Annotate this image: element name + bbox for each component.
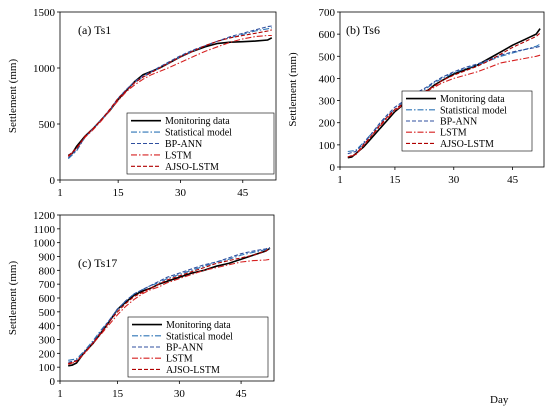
y-tick-label: 400 — [39, 321, 56, 333]
panel-ts6: 0 100 200 300 400 500 600 700 1 15 30 45 Settlement … — [287, 7, 545, 186]
panel-ts1: 0 500 1000 1500 1 15 30 45 Settlement (mm) (a) Ts… — [7, 7, 277, 199]
legend-box — [401, 90, 533, 152]
legend-label: LSTM — [440, 128, 467, 139]
y-tick-label: 1200 — [33, 210, 56, 222]
y-tick-label: 900 — [39, 252, 56, 264]
y-axis-title: Settlement (mm) — [287, 52, 299, 127]
y-tick-label: 500 — [319, 51, 336, 63]
y-tick-label: 500 — [39, 307, 56, 319]
legend-label: LSTM — [165, 150, 192, 161]
x-tick-label: 15 — [389, 174, 401, 186]
x-tick-label: 15 — [112, 388, 124, 400]
legend-label: Monitoring data — [440, 94, 505, 105]
x-tick-label: 30 — [175, 187, 187, 199]
panel-title: (a) Ts1 — [78, 23, 111, 37]
y-tick-label: 300 — [319, 96, 336, 108]
shared-x-axis-label: Day — [490, 394, 509, 406]
legend-label: BP-ANN — [440, 117, 477, 128]
legend-label: AJSO-LSTM — [165, 162, 219, 173]
legend-label: Monitoring data — [166, 320, 231, 331]
y-tick-label: 0 — [50, 175, 56, 187]
legend-label: AJSO-LSTM — [440, 139, 494, 150]
x-tick-label: 30 — [448, 174, 460, 186]
y-tick-label: 100 — [319, 140, 336, 152]
x-tick-label: 1 — [57, 388, 63, 400]
y-tick-label: 1100 — [33, 224, 55, 236]
series-line-lstm — [67, 34, 272, 157]
y-tick-label: 100 — [39, 362, 56, 374]
x-tick-label: 30 — [174, 388, 186, 400]
panel-title: (c) Ts17 — [78, 256, 117, 270]
legend-label: BP-ANN — [165, 139, 202, 150]
x-tick-label: 45 — [236, 388, 248, 400]
y-axis-title: Settlement (mm) — [7, 261, 19, 336]
legend-label: AJSO-LSTM — [166, 365, 220, 376]
legend-label: BP-ANN — [166, 343, 203, 354]
series-line-ajso-lstm — [67, 29, 272, 157]
x-tick-label: 1 — [57, 187, 63, 199]
legend-label: Statistical model — [166, 331, 233, 342]
legend-label: LSTM — [166, 354, 193, 365]
series-line-ajso-lstm — [347, 32, 541, 158]
y-axis-title: Settlement (mm) — [7, 59, 19, 134]
plot-frame — [59, 11, 277, 181]
x-tick-label: 45 — [507, 174, 519, 186]
y-tick-label: 200 — [39, 348, 56, 360]
y-tick-label: 1500 — [33, 7, 56, 19]
panel-title: (b) Ts6 — [346, 23, 380, 37]
y-tick-label: 1000 — [33, 63, 56, 75]
series-line-bp-ann — [68, 246, 271, 363]
y-tick-label: 600 — [39, 293, 56, 305]
series-line-bp-ann — [347, 45, 541, 155]
y-tick-label: 600 — [319, 29, 336, 41]
y-tick-label: 500 — [39, 119, 56, 131]
y-tick-label: 1000 — [33, 238, 56, 250]
series-line-lstm — [68, 258, 270, 365]
series-line-statistical-model — [68, 247, 271, 361]
y-tick-label: 0 — [330, 162, 336, 174]
y-tick-label: 0 — [50, 376, 56, 388]
y-tick-label: 800 — [39, 265, 56, 277]
legend-label: Statistical model — [440, 105, 507, 116]
plot-frame — [339, 11, 545, 168]
panel-ts17: 0100200300400500600700800900100011001200… — [7, 210, 275, 400]
legend-label: Monitoring data — [165, 116, 230, 127]
series-line-ajso-lstm — [68, 247, 271, 365]
legend-label: Statistical model — [165, 128, 232, 139]
x-tick-label: 45 — [237, 187, 249, 199]
x-tick-label: 15 — [113, 187, 125, 199]
y-tick-label: 400 — [319, 73, 336, 85]
y-tick-label: 200 — [319, 118, 336, 130]
y-tick-label: 300 — [39, 335, 56, 347]
y-tick-label: 700 — [319, 7, 336, 19]
y-tick-label: 700 — [39, 279, 56, 291]
x-tick-label: 1 — [337, 174, 343, 186]
